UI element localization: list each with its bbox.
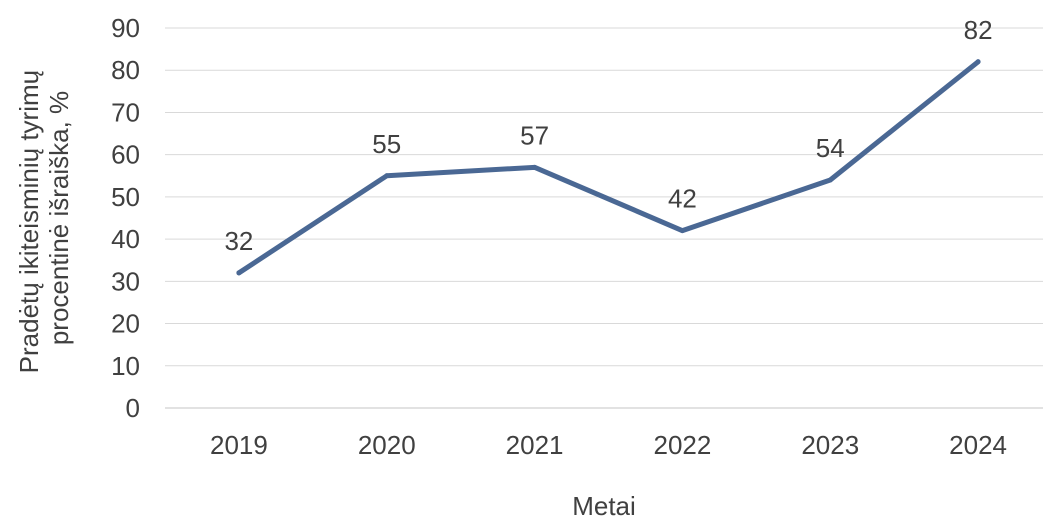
- data-label: 54: [816, 133, 845, 163]
- x-axis-title: Metai: [572, 491, 636, 517]
- y-tick-label: 50: [111, 182, 140, 212]
- data-label: 57: [520, 120, 549, 150]
- y-axis-ticks: 0 10 20 30 40 50 60 70 80 90: [111, 13, 140, 423]
- x-tick-label: 2023: [801, 430, 859, 460]
- y-axis-title: Pradėtų ikiteisminių tyrimų procentinė i…: [14, 63, 74, 374]
- y-axis-title-line-2: procentinė išraiška, %: [44, 91, 74, 345]
- series-line: [236, 59, 981, 276]
- y-tick-label: 70: [111, 97, 140, 127]
- data-point: [975, 59, 981, 65]
- data-label: 82: [964, 15, 993, 45]
- data-label: 32: [224, 226, 253, 256]
- x-tick-label: 2024: [949, 430, 1007, 460]
- x-axis-ticks: 2019 2020 2021 2022 2023 2024: [210, 430, 1007, 460]
- data-point: [384, 173, 390, 179]
- x-tick-label: 2022: [653, 430, 711, 460]
- y-tick-label: 60: [111, 140, 140, 170]
- series-lines: [236, 59, 981, 276]
- data-point: [679, 228, 685, 234]
- data-labels: 32 55 57 42 54 82: [224, 15, 992, 256]
- data-label: 42: [668, 184, 697, 214]
- data-label: 55: [372, 129, 401, 159]
- gridlines: [165, 27, 1043, 409]
- y-tick-label: 90: [111, 13, 140, 43]
- data-point: [827, 177, 833, 183]
- y-tick-label: 40: [111, 224, 140, 254]
- y-tick-label: 80: [111, 55, 140, 85]
- y-tick-label: 20: [111, 309, 140, 339]
- x-tick-label: 2019: [210, 430, 268, 460]
- x-tick-label: 2020: [358, 430, 416, 460]
- data-point: [532, 164, 538, 170]
- y-tick-label: 30: [111, 266, 140, 296]
- data-point: [236, 270, 242, 276]
- y-tick-label: 10: [111, 351, 140, 381]
- y-tick-label: 0: [126, 393, 140, 423]
- y-axis-title-line-1: Pradėtų ikiteisminių tyrimų: [14, 70, 44, 373]
- x-tick-label: 2021: [506, 430, 564, 460]
